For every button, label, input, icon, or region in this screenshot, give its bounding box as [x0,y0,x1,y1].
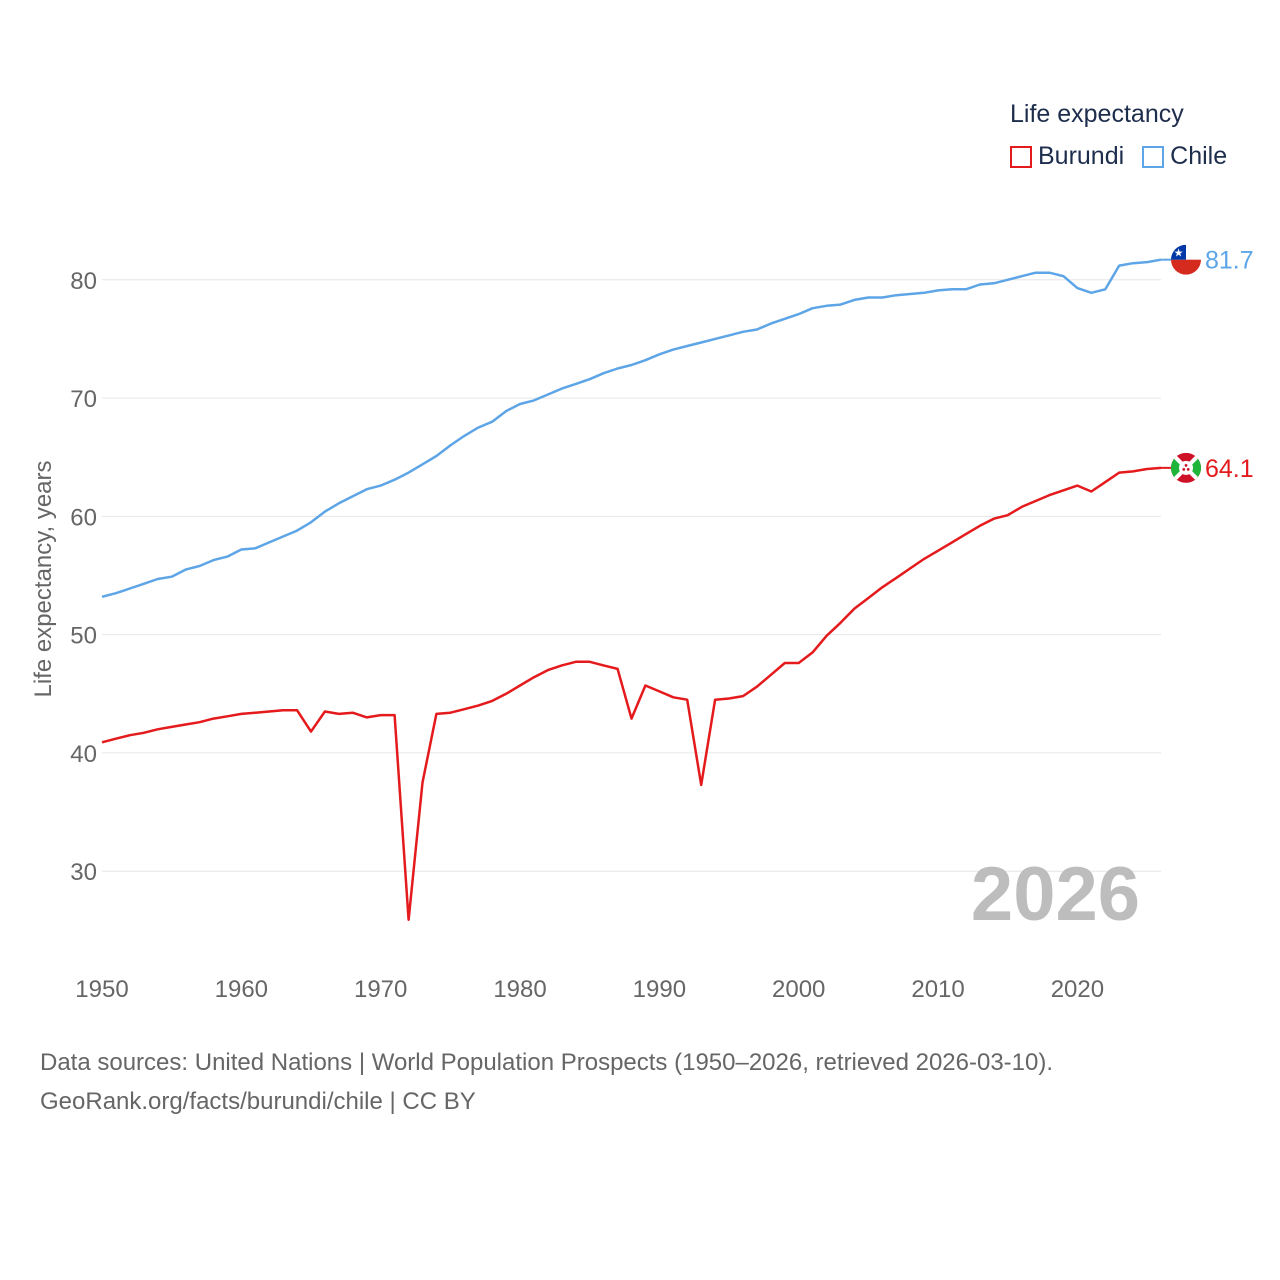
legend-item-chile[interactable]: Chile [1142,142,1227,171]
svg-text:★: ★ [1174,247,1184,260]
x-tick-label: 2020 [1051,976,1104,1003]
y-tick-label: 30 [70,859,97,886]
source-line-1: Data sources: United Nations | World Pop… [40,1049,1054,1076]
source-line-2[interactable]: GeoRank.org/facts/burundi/chile | CC BY [40,1088,476,1115]
burundi-flag-icon [1171,452,1201,483]
legend-swatch-chile [1142,145,1165,168]
x-tick-label: 2010 [911,976,964,1003]
x-tick-label: 1960 [215,976,268,1003]
y-tick-label: 40 [70,741,97,768]
y-tick-label: 50 [70,623,97,650]
legend-label-chile: Chile [1170,142,1228,170]
legend-label-burundi: Burundi [1038,142,1125,170]
y-tick-labels: 30 40 50 60 70 80 [70,268,97,886]
y-tick-label: 60 [70,504,97,531]
y-tick-label: 80 [70,268,97,295]
series-line-chile [101,258,1162,599]
x-tick-label: 2000 [772,976,825,1003]
x-tick-label: 1970 [354,976,407,1003]
series-lines [101,258,1162,921]
legend-item-burundi[interactable]: Burundi [1010,142,1124,171]
end-label-burundi: 64.1 [1205,455,1254,483]
y-tick-label: 70 [70,386,97,413]
y-axis-label: Life expectancy, years [30,460,57,697]
end-markers: 64.1 ★ 81.7 [1161,244,1254,483]
gridlines [102,279,1161,872]
series-line-burundi [101,466,1162,921]
legend-title: Life expectancy [1010,100,1184,128]
year-watermark: 2026 [971,852,1140,937]
chile-flag-icon: ★ [1171,244,1201,275]
legend: Burundi Chile [1010,142,1227,171]
x-tick-label: 1980 [493,976,546,1003]
end-label-chile: 81.7 [1205,247,1254,275]
x-tick-labels: 1950 1960 1970 1980 1990 2000 2010 2020 [75,976,1104,1003]
x-tick-label: 1990 [633,976,686,1003]
source-note: Data sources: United Nations | World Pop… [40,1043,1053,1121]
x-tick-label: 1950 [75,976,128,1003]
legend-swatch-burundi [1010,145,1032,168]
